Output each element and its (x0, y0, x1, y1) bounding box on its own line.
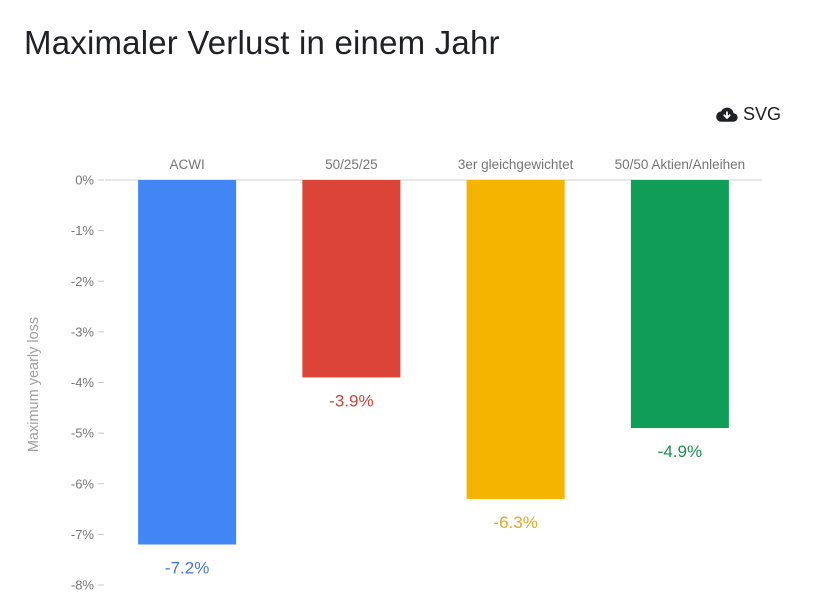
category-label: ACWI (170, 157, 205, 172)
category-label: 50/25/25 (325, 157, 378, 172)
y-tick-label: -3% (71, 324, 95, 339)
bar (466, 180, 565, 499)
bar-value-label: -6.3% (493, 513, 537, 532)
y-tick-label: -5% (71, 426, 95, 441)
y-tick-label: -7% (71, 527, 95, 542)
svg-download-button[interactable]: SVG (716, 104, 781, 125)
bar-value-label: -4.9% (658, 442, 702, 461)
y-tick-label: -1% (71, 223, 95, 238)
y-tick-label: -4% (71, 375, 95, 390)
category-label: 3er gleichgewichtet (458, 157, 574, 172)
cloud-download-icon (716, 107, 738, 123)
bar-value-label: -7.2% (165, 559, 209, 578)
y-tick-label: -6% (71, 476, 95, 491)
svg-download-label: SVG (743, 104, 782, 124)
y-axis-title: Maximum yearly loss (26, 317, 42, 452)
bar (302, 180, 401, 378)
bar (138, 180, 237, 545)
chart-title: Maximaler Verlust in einem Jahr (24, 24, 500, 61)
y-tick-label: -8% (71, 578, 95, 593)
y-tick-label: -2% (71, 274, 95, 289)
y-tick-label: 0% (75, 173, 94, 188)
bar-value-label: -3.9% (329, 391, 373, 410)
category-label: 50/50 Aktien/Anleihen (615, 157, 746, 172)
bar (630, 180, 729, 429)
